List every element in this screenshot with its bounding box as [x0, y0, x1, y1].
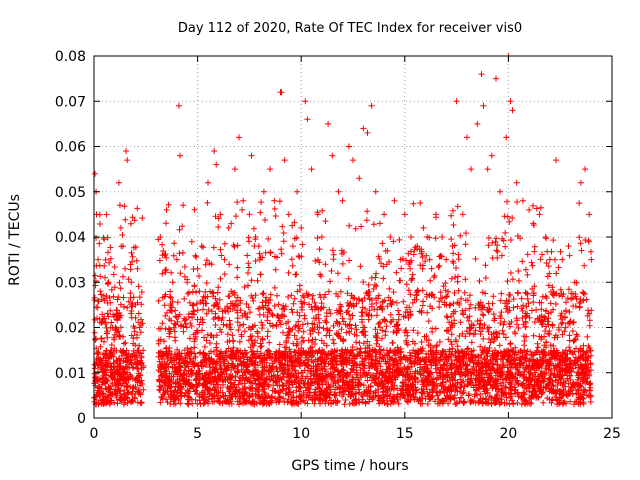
y-tick-label: 0.02 — [55, 321, 86, 337]
y-tick-label: 0.01 — [55, 366, 86, 382]
data-markers — [91, 53, 595, 408]
y-tick-label: 0.07 — [55, 94, 86, 110]
x-axis-label: GPS time / hours — [291, 458, 408, 474]
x-tick-label: 5 — [193, 426, 202, 442]
y-axis-label: ROTI / TECUs — [7, 194, 23, 286]
y-tick-label: 0.06 — [55, 140, 86, 156]
y-tick-label: 0.08 — [55, 49, 86, 65]
y-tick-label: 0.03 — [55, 275, 86, 291]
x-tick-label: 0 — [90, 426, 99, 442]
y-axis-tick-labels: 0 0.01 0.02 0.03 0.04 0.05 0.06 0.07 0.08 — [55, 49, 86, 427]
x-tick-label: 20 — [499, 426, 517, 442]
axis-ticks — [93, 55, 613, 419]
scatter-points — [91, 53, 595, 408]
grid-lines — [94, 56, 612, 418]
chart-title: Day 112 of 2020, Rate Of TEC Index for r… — [178, 21, 522, 36]
y-tick-label: 0 — [77, 411, 86, 427]
y-tick-label: 0.04 — [55, 230, 86, 246]
x-tick-label: 25 — [603, 426, 621, 442]
y-tick-label: 0.05 — [55, 185, 86, 201]
x-tick-label: 10 — [292, 426, 310, 442]
x-tick-label: 15 — [396, 426, 414, 442]
x-axis-tick-labels: 0 5 10 15 20 25 — [90, 426, 621, 442]
